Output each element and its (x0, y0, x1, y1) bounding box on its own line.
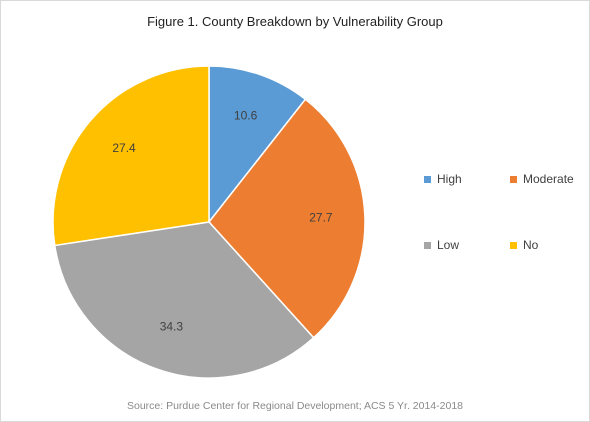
legend-label-high: High (437, 172, 462, 186)
data-label-high: 10.6 (234, 108, 258, 122)
data-label-no: 27.4 (112, 141, 136, 155)
legend-swatch-high (424, 175, 431, 183)
legend-label-low: Low (437, 238, 460, 252)
legend-swatch-no (510, 241, 517, 249)
chart-legend: High Moderate Low No (424, 172, 584, 262)
legend-swatch-moderate (510, 175, 517, 183)
legend-swatch-low (424, 241, 431, 249)
legend-label-moderate: Moderate (523, 172, 574, 186)
legend-item-low: Low (424, 238, 459, 252)
pie-slice-low (53, 221, 315, 379)
data-label-moderate: 27.7 (309, 210, 333, 224)
legend-item-high: High (424, 172, 462, 186)
chart-source-note: Source: Purdue Center for Regional Devel… (126, 400, 463, 412)
pie-slice-no (52, 65, 210, 247)
legend-item-no: No (510, 238, 538, 252)
chart-title: Figure 1. County Breakdown by Vulnerabil… (147, 14, 443, 29)
legend-item-moderate: Moderate (510, 172, 574, 186)
pie-slice-moderate (208, 98, 366, 339)
pie-slice-high (208, 65, 307, 225)
data-label-low: 34.3 (160, 320, 184, 334)
legend-label-no: No (523, 238, 539, 252)
